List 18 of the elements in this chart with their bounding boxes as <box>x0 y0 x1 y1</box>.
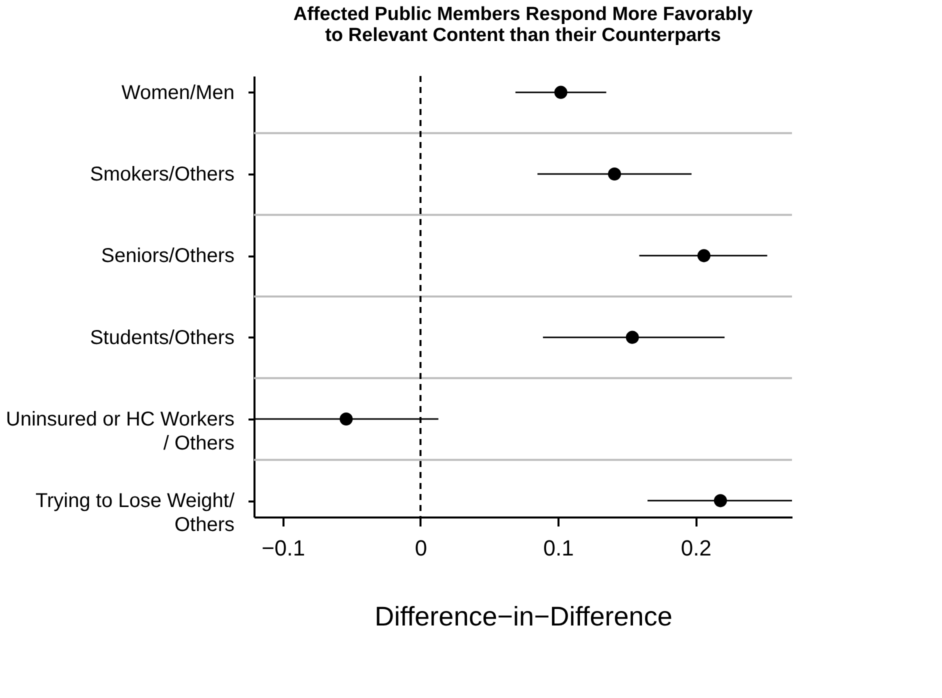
x-axis-title: Difference−in−Difference <box>374 602 672 632</box>
y-tick-label: Trying to Lose Weight/ Others <box>36 490 235 536</box>
y-tick-label: Smokers/Others <box>90 164 234 186</box>
point <box>714 494 727 508</box>
point <box>608 167 622 181</box>
point <box>697 249 710 262</box>
x-tick-label: 0.1 <box>543 536 574 560</box>
y-tick-label: Women/Men <box>121 82 234 104</box>
y-tick-label: Students/Others <box>90 326 234 349</box>
x-tick-label: −0.1 <box>262 536 306 560</box>
x-tick-label: 0.2 <box>680 536 712 560</box>
y-tick-label: Seniors/Others <box>101 245 234 268</box>
point <box>340 412 353 426</box>
point <box>554 86 568 99</box>
y-tick-label: Uninsured or HC Workers / Others <box>6 408 234 454</box>
chart-title: Affected Public Members Respond More Favorably to Relevant Content than their Counterparts <box>293 4 754 46</box>
x-tick-label: 0 <box>414 536 428 560</box>
point <box>626 330 639 344</box>
